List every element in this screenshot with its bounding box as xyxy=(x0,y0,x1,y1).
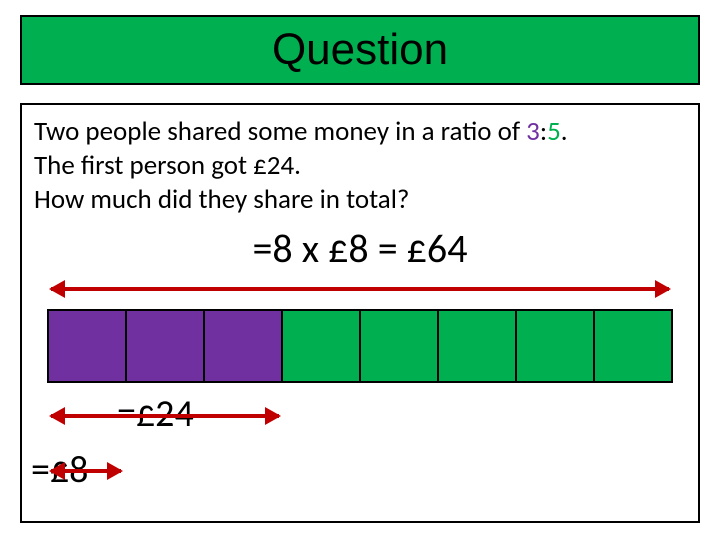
arrow-total xyxy=(51,287,669,291)
bar-segment xyxy=(203,309,281,383)
bar-model-diagram: =£24 =£8 xyxy=(47,279,673,509)
title-banner: Question xyxy=(20,15,700,85)
problem-line1-pre: Two people shared some money in a ratio … xyxy=(34,115,526,148)
arrow-first-share xyxy=(51,414,279,418)
problem-text: Two people shared some money in a ratio … xyxy=(34,115,686,216)
bar-segment xyxy=(47,309,125,383)
bar-segment xyxy=(593,309,673,383)
arrow-one-part xyxy=(51,469,121,473)
calculation-text: =8 x £8 = £64 xyxy=(34,224,686,273)
problem-line3: How much did they share in total? xyxy=(34,183,409,216)
bar-segment xyxy=(125,309,203,383)
ratio-second: 5 xyxy=(547,115,561,148)
bar-segment xyxy=(515,309,593,383)
bar-segment xyxy=(281,309,359,383)
ratio-sep: : xyxy=(540,115,547,148)
bar-segment xyxy=(437,309,515,383)
ratio-first: 3 xyxy=(526,115,540,148)
ratio-bar xyxy=(47,309,673,383)
problem-line1-post: . xyxy=(561,115,568,148)
content-box: Two people shared some money in a ratio … xyxy=(20,103,700,523)
bar-segment xyxy=(359,309,437,383)
problem-line2: The first person got £24. xyxy=(34,149,301,182)
title-text: Question xyxy=(272,25,448,74)
